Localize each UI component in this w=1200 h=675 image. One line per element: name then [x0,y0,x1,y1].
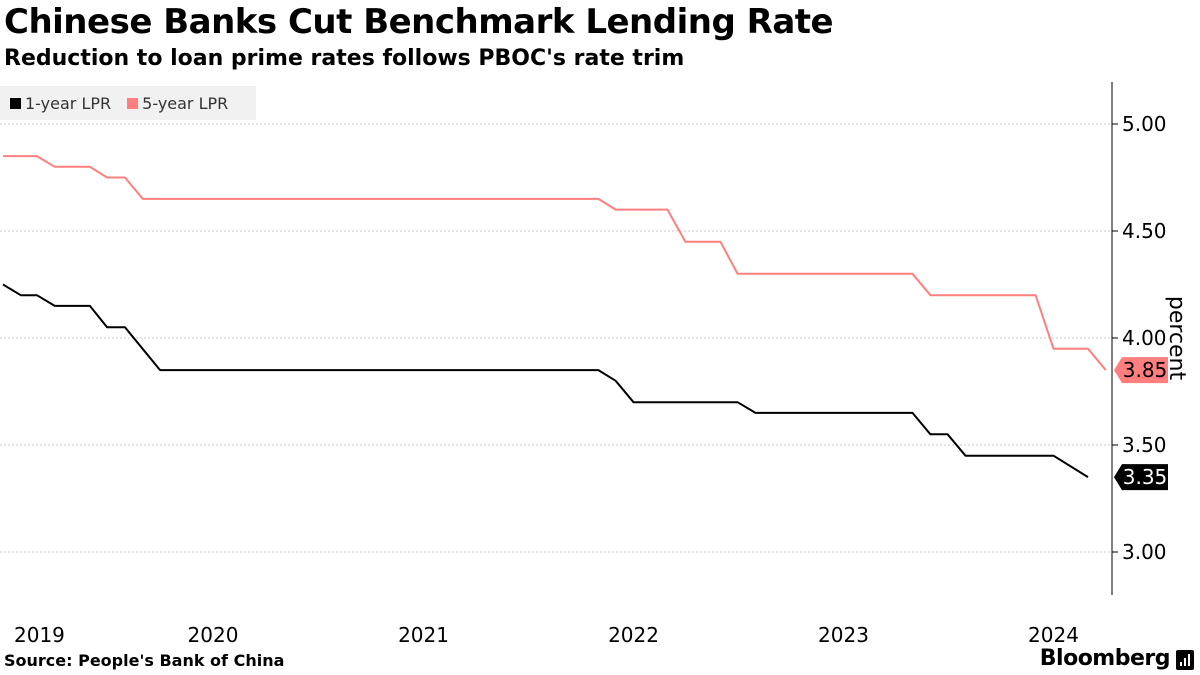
x-tick-label-2020: 2020 [188,623,239,647]
end-label-box-5-year-lpr [1114,357,1168,384]
y-axis-title: percent [1164,296,1189,381]
source-note: Source: People's Bank of China [4,651,285,670]
y-tick-label-4.50: 4.50 [1122,219,1167,243]
bloomberg-terminal-icon [1176,650,1194,670]
legend-swatch-1-year-lpr [10,97,21,109]
legend-label-1-year-lpr: 1-year LPR [25,93,112,113]
series-line-5-year-lpr [3,155,1107,371]
y-tick-label-5.00: 5.00 [1122,112,1167,136]
chart-legend: 1-year LPR 5-year LPR [0,86,256,120]
y-tick-label-3.00: 3.00 [1122,540,1167,564]
x-tick-label-2023: 2023 [818,623,869,647]
y-tick-label-4.00: 4.00 [1122,326,1167,350]
legend-item-5-year-lpr: 5-year LPR [127,94,228,113]
end-label-5-year-lpr: 3.85 [1123,358,1168,382]
x-tick-label-2021: 2021 [398,623,449,647]
chart-subtitle: Reduction to loan prime rates follows PB… [4,46,685,71]
legend-label-5-year-lpr: 5-year LPR [142,93,229,113]
brand-logo: Bloomberg [1039,646,1171,671]
end-label-1-year-lpr: 3.35 [1123,465,1168,489]
x-tick-label-2022: 2022 [608,623,659,647]
chart-title: Chinese Banks Cut Benchmark Lending Rate [4,2,834,42]
x-tick-label-2019: 2019 [14,623,65,647]
series-line-1-year-lpr [2,283,1089,478]
end-label-box-1-year-lpr [1114,464,1168,491]
legend-item-1-year-lpr: 1-year LPR [10,94,111,113]
x-tick-label-2024: 2024 [1028,623,1079,647]
y-tick-label-3.50: 3.50 [1122,433,1167,457]
legend-swatch-5-year-lpr [127,97,139,109]
